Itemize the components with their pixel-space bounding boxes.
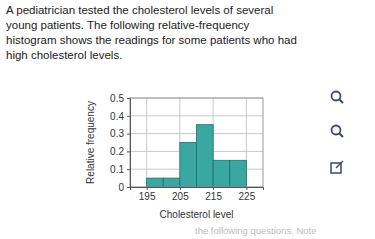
y-tick-mark	[127, 134, 130, 135]
y-tick: 0.1	[110, 164, 130, 175]
footer-text: the following questions. Note	[195, 225, 316, 236]
y-axis-line	[127, 99, 131, 188]
zoom-icon[interactable]	[332, 92, 344, 104]
y-tick-label: 0.5	[110, 93, 124, 104]
x-tick: 225	[239, 187, 256, 202]
y-axis: 0 0.1 0.2 0.3 0.4 0.5	[110, 93, 130, 193]
histogram-bar	[230, 160, 247, 187]
y-tick: 0.2	[110, 146, 130, 157]
x-tick-mark	[213, 187, 214, 190]
y-tick-label: 0.2	[110, 146, 124, 157]
grid-line-x	[146, 98, 147, 187]
x-tick-label: 225	[239, 191, 256, 202]
zoom-icon-handle[interactable]	[339, 133, 343, 137]
question-line: histogram shows the readings for some pa…	[6, 34, 297, 46]
x-tick: 205	[172, 187, 189, 202]
grid	[130, 98, 263, 187]
x-tick-label: 205	[172, 191, 189, 202]
x-tick: 195	[139, 187, 156, 202]
zoom-icon-lens[interactable]	[332, 126, 341, 135]
plot-frame	[130, 98, 263, 187]
y-tick: 0.3	[110, 128, 130, 139]
x-tick-mark	[246, 187, 247, 190]
open-icon-arrow[interactable]	[336, 161, 343, 168]
x-tick-label: 215	[205, 191, 222, 202]
grid-line-y	[130, 115, 263, 116]
x-tick-mark	[180, 187, 181, 190]
y-tick: 0	[118, 182, 130, 193]
y-tick-label: 0	[118, 182, 124, 193]
x-tick-label: 195	[139, 191, 156, 202]
zoom-icon-handle[interactable]	[339, 99, 343, 103]
y-tick-mark	[127, 169, 130, 170]
open-icon[interactable]	[331, 161, 343, 173]
question-line: high cholesterol levels.	[6, 49, 122, 61]
x-axis: 195 205 215 225	[131, 187, 264, 202]
histogram-bar	[163, 178, 180, 187]
y-tick: 0.5	[110, 93, 130, 104]
zoom-icon[interactable]	[332, 126, 344, 138]
bars	[147, 125, 247, 187]
y-tick-mark	[127, 116, 130, 117]
histogram-bar	[197, 125, 214, 187]
histogram-bar	[213, 160, 230, 187]
zoom-icon-lens[interactable]	[332, 92, 341, 101]
y-axis-title: Relative frequency	[85, 101, 96, 184]
y-tick-mark	[127, 151, 130, 152]
y-tick-mark	[127, 98, 130, 99]
y-tick-label: 0.1	[110, 164, 124, 175]
y-tick: 0.4	[110, 111, 130, 122]
y-tick-label: 0.4	[110, 111, 124, 122]
x-tick: 215	[205, 187, 222, 202]
histogram-bar	[180, 143, 197, 188]
y-tick-label: 0.3	[110, 128, 124, 139]
question-line: A pediatrician tested the cholesterol le…	[6, 4, 273, 16]
question-line: young patients. The following relative-f…	[6, 19, 250, 31]
page: A pediatrician tested the cholesterol le…	[0, 0, 375, 239]
y-tick-mark	[127, 187, 130, 188]
x-tick-mark	[147, 187, 148, 190]
x-axis-title: Cholesterol level	[160, 209, 234, 220]
histogram-bar	[147, 178, 164, 187]
x-axis-line	[131, 188, 264, 191]
